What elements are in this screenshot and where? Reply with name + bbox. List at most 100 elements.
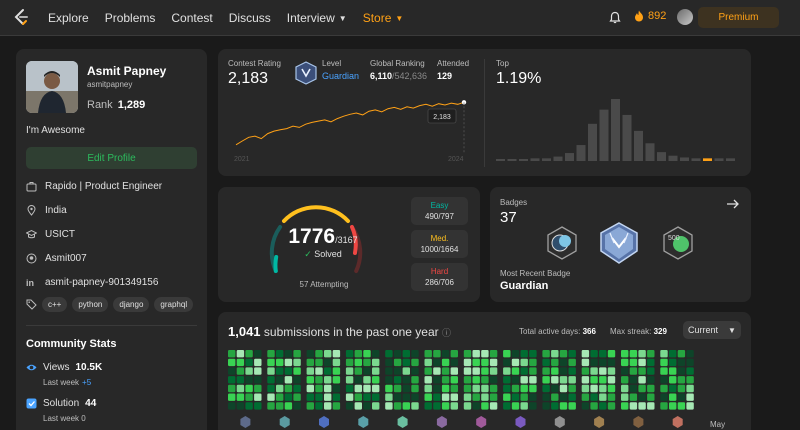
heatmap-cell[interactable] — [647, 402, 655, 410]
heatmap-cell[interactable] — [621, 402, 629, 410]
monthly-badge-icon[interactable] — [594, 416, 605, 428]
heatmap-cell[interactable] — [306, 367, 314, 375]
monthly-badge-icon[interactable] — [319, 416, 329, 428]
heatmap-cell[interactable] — [629, 376, 638, 384]
heatmap-cell[interactable] — [669, 367, 677, 375]
heatmap-cell[interactable] — [686, 384, 694, 393]
heatmap-cell[interactable] — [254, 350, 262, 358]
heatmap-cell[interactable] — [559, 384, 568, 393]
heatmap-cell[interactable] — [424, 402, 432, 410]
heatmap-cell[interactable] — [236, 402, 245, 410]
heatmap-cell[interactable] — [315, 402, 323, 410]
heatmap-cell[interactable] — [441, 402, 450, 410]
heatmap-cell[interactable] — [559, 402, 568, 410]
heatmap-cell[interactable] — [433, 350, 441, 358]
heatmap-cell[interactable] — [581, 358, 590, 367]
rating-chart[interactable]: 2,183 2021 2024 — [232, 93, 472, 165]
heatmap-cell[interactable] — [267, 350, 275, 358]
heatmap-cell[interactable] — [686, 358, 694, 367]
heatmap-cell[interactable] — [441, 376, 450, 384]
heatmap-cell[interactable] — [660, 384, 668, 393]
heatmap-cell[interactable] — [315, 367, 323, 375]
heatmap-cell[interactable] — [393, 367, 402, 375]
heatmap-cell[interactable] — [441, 393, 450, 401]
heatmap-cell[interactable] — [433, 358, 441, 367]
heatmap-cell[interactable] — [354, 350, 362, 358]
heatmap-cell[interactable] — [424, 350, 432, 358]
heatmap-cell[interactable] — [267, 367, 275, 375]
heatmap-cell[interactable] — [402, 376, 410, 384]
heatmap-cell[interactable] — [542, 358, 550, 367]
heatmap-cell[interactable] — [228, 358, 236, 367]
heatmap-cell[interactable] — [411, 367, 419, 375]
heatmap-cell[interactable] — [354, 384, 362, 393]
heatmap-cell[interactable] — [284, 367, 293, 375]
heatmap-cell[interactable] — [590, 384, 598, 393]
heatmap-cell[interactable] — [669, 393, 677, 401]
heatmap-cell[interactable] — [481, 402, 489, 410]
heatmap-cell[interactable] — [599, 367, 607, 375]
heatmap-cell[interactable] — [463, 384, 472, 393]
heatmap-cell[interactable] — [568, 350, 576, 358]
heatmap-cell[interactable] — [581, 384, 590, 393]
heatmap-cell[interactable] — [245, 384, 253, 393]
heatmap-cell[interactable] — [559, 376, 568, 384]
heatmap-cell[interactable] — [284, 393, 293, 401]
monthly-badge-icon[interactable] — [240, 416, 251, 428]
heatmap-cell[interactable] — [607, 367, 616, 375]
heatmap-cell[interactable] — [669, 350, 677, 358]
heatmap-cell[interactable] — [236, 376, 245, 384]
heatmap-cell[interactable] — [228, 367, 236, 375]
top-percentage-histogram[interactable] — [496, 93, 742, 165]
heatmap-cell[interactable] — [411, 358, 419, 367]
heatmap-cell[interactable] — [677, 358, 686, 367]
heatmap-cell[interactable] — [463, 350, 472, 358]
heatmap-cell[interactable] — [489, 384, 498, 393]
badge-guardian-icon[interactable] — [598, 221, 640, 265]
heatmap-cell[interactable] — [332, 402, 341, 410]
heatmap-cell[interactable] — [324, 376, 332, 384]
heatmap-cell[interactable] — [503, 393, 511, 401]
heatmap-cell[interactable] — [660, 376, 668, 384]
heatmap-cell[interactable] — [345, 350, 354, 358]
heatmap-cell[interactable] — [551, 376, 559, 384]
heatmap-cell[interactable] — [599, 350, 607, 358]
heatmap-cell[interactable] — [607, 376, 616, 384]
heatmap-cell[interactable] — [511, 393, 520, 401]
heatmap-cell[interactable] — [568, 376, 576, 384]
heatmap-cell[interactable] — [638, 367, 646, 375]
heatmap-cell[interactable] — [385, 350, 393, 358]
heatmap-cell[interactable] — [402, 393, 410, 401]
heatmap-cell[interactable] — [324, 384, 332, 393]
github-row[interactable]: Asmit007 — [26, 253, 87, 264]
heatmap-cell[interactable] — [345, 384, 354, 393]
heatmap-cell[interactable] — [542, 376, 550, 384]
heatmap-cell[interactable] — [621, 376, 629, 384]
heatmap-cell[interactable] — [660, 393, 668, 401]
heatmap-cell[interactable] — [599, 402, 607, 410]
heatmap-cell[interactable] — [503, 350, 511, 358]
heatmap-cell[interactable] — [385, 384, 393, 393]
heatmap-cell[interactable] — [638, 402, 646, 410]
heatmap-cell[interactable] — [424, 376, 432, 384]
bell-icon[interactable] — [608, 11, 622, 25]
submission-heatmap[interactable]: May — [228, 350, 744, 430]
heatmap-cell[interactable] — [590, 402, 598, 410]
heatmap-cell[interactable] — [254, 384, 262, 393]
heatmap-cell[interactable] — [677, 376, 686, 384]
heatmap-cell[interactable] — [267, 376, 275, 384]
heatmap-cell[interactable] — [559, 358, 568, 367]
year-select[interactable]: Current ▼ — [683, 321, 741, 339]
heatmap-cell[interactable] — [607, 384, 616, 393]
heatmap-cell[interactable] — [559, 393, 568, 401]
heatmap-cell[interactable] — [411, 393, 419, 401]
heatmap-cell[interactable] — [489, 367, 498, 375]
heatmap-cell[interactable] — [568, 358, 576, 367]
heatmap-cell[interactable] — [472, 376, 480, 384]
heatmap-cell[interactable] — [385, 393, 393, 401]
heatmap-cell[interactable] — [599, 384, 607, 393]
heatmap-cell[interactable] — [345, 367, 354, 375]
heatmap-cell[interactable] — [284, 402, 293, 410]
heatmap-cell[interactable] — [677, 350, 686, 358]
heatmap-cell[interactable] — [669, 358, 677, 367]
